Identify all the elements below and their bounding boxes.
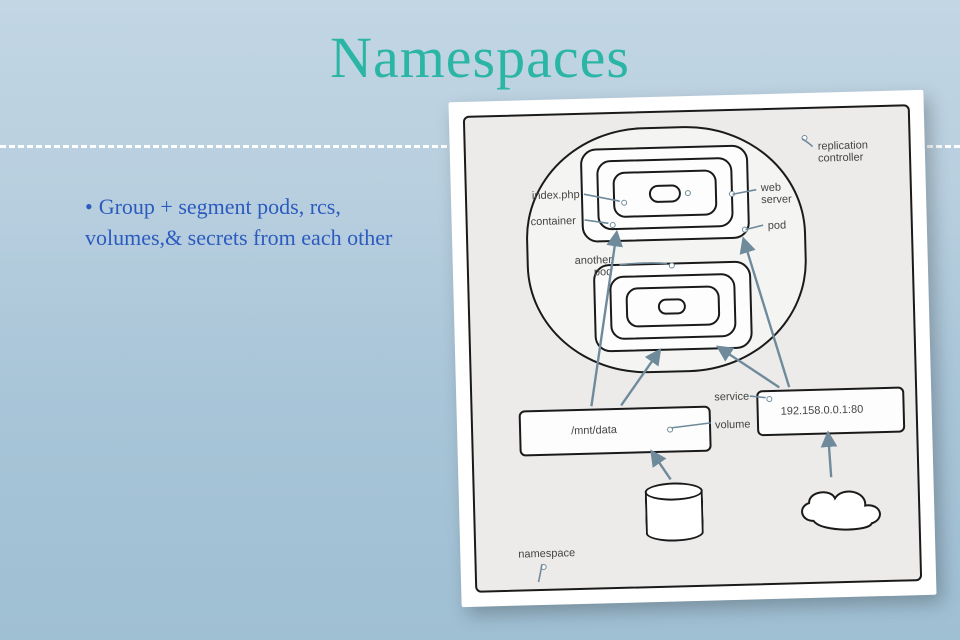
bullet-content: Group + segment pods, rcs, volumes,& sec…: [85, 194, 392, 250]
bullet-dot: •: [85, 192, 93, 223]
storage-cylinder-icon: [645, 482, 705, 545]
pin: [801, 135, 807, 141]
label-index-php: index.php: [532, 189, 580, 202]
label-namespace: namespace: [518, 547, 575, 561]
diagram-panel: replicationcontroller index.php webserve…: [463, 104, 922, 593]
label-web-server: webserver: [761, 181, 792, 206]
label-pod: pod: [768, 220, 787, 233]
label-service: service: [714, 391, 749, 404]
page-title: Namespaces: [0, 24, 960, 91]
diagram-card: replicationcontroller index.php webserve…: [448, 90, 936, 607]
label-replication-controller: replicationcontroller: [818, 139, 869, 164]
label-volume: volume: [715, 419, 751, 432]
cloud-icon: [791, 479, 890, 540]
core-2: [658, 298, 686, 315]
label-mnt-data: /mnt/data: [571, 424, 617, 437]
label-container: container: [530, 215, 576, 228]
pin: [541, 564, 547, 570]
label-ip: 192.158.0.0.1:80: [781, 404, 864, 418]
bullet-text: •Group + segment pods, rcs, volumes,& se…: [85, 192, 435, 254]
label-another-pod: anotherpod: [575, 254, 613, 279]
pin: [742, 227, 748, 233]
core-1: [649, 184, 681, 203]
